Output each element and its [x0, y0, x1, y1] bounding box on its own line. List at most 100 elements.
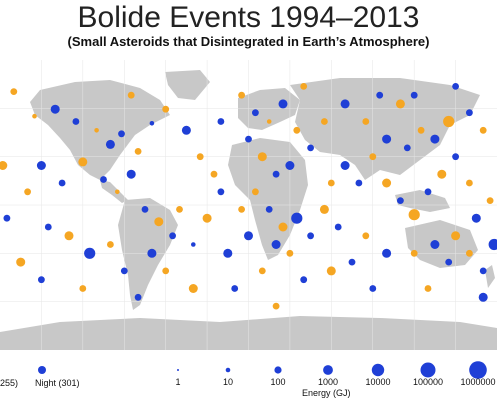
night-event-point — [223, 248, 233, 258]
new-zealand — [485, 265, 495, 288]
bolide-events — [0, 83, 497, 310]
day-event-point — [443, 115, 455, 128]
night-event-point — [231, 285, 239, 292]
night-event-point — [291, 212, 303, 224]
night-event-point — [355, 179, 363, 187]
day-event-point — [466, 249, 473, 257]
day-event-point — [486, 197, 494, 205]
day-event-point — [24, 188, 31, 196]
night-event-point — [252, 109, 259, 117]
night-event-point — [84, 247, 96, 259]
day-event-point — [94, 128, 99, 133]
night-event-point — [105, 139, 115, 149]
night-event-point — [272, 170, 280, 178]
day-event-point — [410, 249, 418, 257]
map-title: Bolide Events 1994–2013 — [77, 1, 420, 34]
night-event-point — [369, 285, 377, 292]
central-america — [100, 180, 128, 203]
day-event-point — [162, 267, 170, 275]
legend-size-marker — [420, 362, 436, 378]
day-event-point — [362, 118, 370, 125]
day-event-point — [257, 152, 267, 162]
day-event-point — [408, 209, 420, 221]
night-event-point — [58, 179, 66, 187]
night-event-point — [307, 232, 314, 240]
day-event-point — [286, 249, 294, 257]
day-event-point — [196, 153, 204, 161]
legend-day-label: 255) — [0, 378, 19, 388]
energy-tick-label: 1000000 — [460, 377, 496, 387]
day-event-point — [154, 217, 164, 227]
day-event-point — [238, 91, 246, 99]
night-event-point — [285, 161, 295, 170]
night-event-point — [134, 293, 142, 301]
night-event-point — [38, 276, 45, 284]
legend-size-marker — [371, 363, 385, 377]
night-event-point — [300, 276, 308, 284]
night-event-point — [120, 267, 128, 275]
day-event-point — [362, 232, 370, 240]
day-event-point — [451, 231, 461, 241]
legend-size-marker — [323, 365, 333, 375]
day-event-point — [382, 178, 392, 188]
legend-night-marker — [38, 366, 46, 374]
legend-size-marker — [469, 361, 487, 379]
night-event-point — [100, 176, 107, 183]
day-event-point — [369, 153, 377, 161]
night-event-point — [382, 134, 392, 144]
night-event-point — [397, 197, 404, 205]
day-event-point — [319, 204, 329, 214]
maritime-asia — [395, 190, 450, 212]
night-event-point — [479, 267, 487, 275]
map-subtitle: (Small Asteroids that Disintegrated in E… — [67, 34, 430, 49]
night-event-point — [424, 188, 432, 196]
legend-night-label: Night (301) — [35, 378, 80, 388]
night-event-point — [126, 169, 136, 179]
day-event-point — [252, 188, 259, 196]
day-event-point — [424, 285, 432, 292]
day-event-point — [10, 88, 18, 95]
night-event-point — [445, 258, 453, 266]
day-event-point — [32, 113, 37, 119]
day-event-point — [437, 169, 447, 179]
day-event-point — [327, 179, 335, 187]
night-event-point — [3, 214, 11, 222]
night-event-point — [452, 83, 459, 90]
europe — [238, 88, 300, 130]
night-event-point — [340, 99, 350, 109]
day-event-point — [127, 91, 135, 99]
day-event-point — [321, 118, 328, 125]
night-event-point — [478, 292, 488, 302]
night-event-point — [376, 91, 384, 99]
day-event-point — [293, 126, 301, 134]
energy-tick-label: 100000 — [412, 377, 444, 387]
day-event-point — [266, 119, 272, 124]
night-event-point — [430, 134, 440, 144]
asia — [290, 78, 480, 180]
greenland — [165, 70, 210, 100]
night-event-point — [147, 248, 157, 258]
legend-size-marker — [225, 367, 231, 373]
night-event-point — [44, 223, 52, 231]
day-event-point — [238, 206, 246, 213]
day-event-point — [466, 179, 473, 187]
night-event-point — [217, 118, 225, 125]
night-event-point — [403, 144, 411, 152]
day-event-point — [300, 83, 308, 90]
night-event-point — [181, 125, 191, 135]
energy-tick-label: 100 — [270, 377, 286, 387]
day-event-point — [0, 161, 8, 170]
day-event-point — [115, 189, 120, 195]
night-event-point — [471, 213, 481, 223]
legend-size-marker — [177, 369, 179, 371]
night-event-point — [141, 206, 149, 213]
night-event-point — [488, 238, 497, 251]
night-event-point — [149, 121, 155, 126]
night-event-point — [245, 135, 252, 143]
energy-tick-label: 10000 — [365, 377, 391, 387]
day-event-point — [79, 285, 87, 292]
energy-axis-label: Energy (GJ) — [302, 388, 351, 398]
night-event-point — [382, 248, 392, 258]
energy-tick-label: 1 — [175, 377, 181, 387]
day-event-point — [278, 222, 288, 232]
